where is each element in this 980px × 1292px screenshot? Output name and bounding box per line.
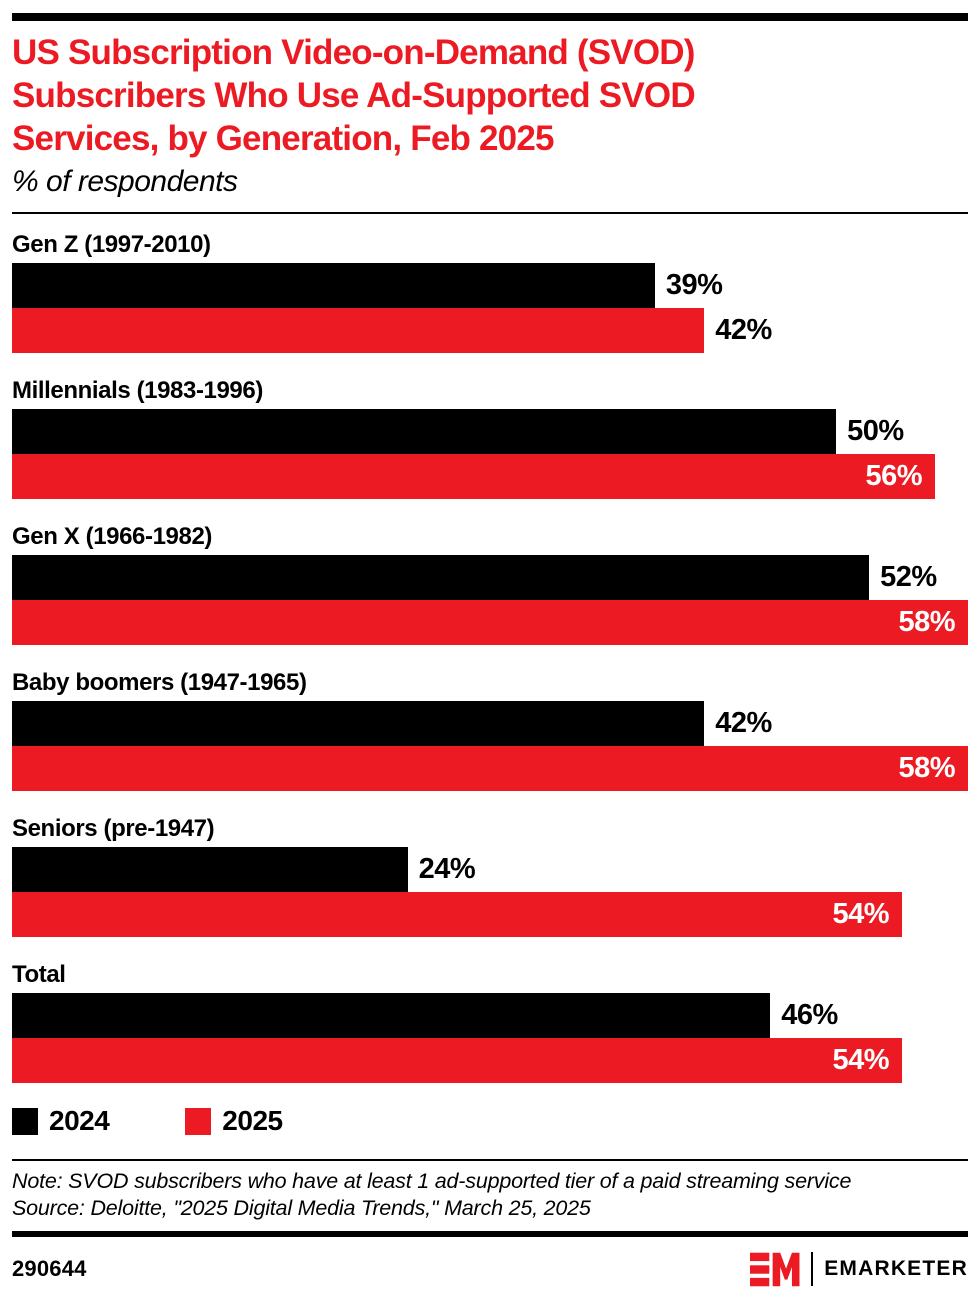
bar-2025-total: 54% [12,1038,903,1083]
bar-2025-baby-boomers-1947-1965: 58% [12,746,968,791]
bar-2024-gen-x-1966-1982: 52% [12,555,937,600]
emarketer-monogram-icon [750,1252,800,1286]
top-rule [12,13,968,21]
legend-item-2024: 2024 [12,1105,110,1137]
value-label: 58% [898,752,955,784]
footnotes: Note: SVOD subscribers who have at least… [12,1168,968,1222]
bar-2024-gen-z-1997-2010: 39% [12,263,723,308]
legend-label-2025: 2025 [222,1105,283,1136]
header-divider [12,212,968,214]
value-label: 39% [665,269,723,301]
bar-2025-seniors-pre-1947: 54% [12,892,903,937]
bar-2024-total: 46% [12,993,838,1038]
chart-area: Gen Z (1997-2010) 39% 42% Millennials (1… [12,231,968,1083]
category-label: Seniors (pre-1947) [12,815,215,842]
bar-2024-millennials-1983-1996: 50% [12,409,904,454]
legend-swatch-2024 [12,1107,38,1135]
category-label: Total [12,961,66,988]
bar-2025-gen-z-1997-2010: 42% [12,308,772,353]
bar-2025-gen-x-1966-1982: 58% [12,600,968,645]
page-title-line-2: Subscribers Who Use Ad-Supported SVOD [12,76,696,115]
legend-item-2025: 2025 [185,1105,283,1137]
brand-divider [811,1252,814,1286]
value-label: 42% [715,314,772,346]
value-label: 56% [865,460,923,492]
category-label: Millennials (1983-1996) [12,377,263,404]
note-text: Note: SVOD subscribers who have at least… [12,1169,852,1193]
value-label: 50% [847,415,904,447]
chart-subtitle: % of respondents [12,165,238,198]
value-label: 54% [832,898,890,930]
value-label: 24% [418,853,476,885]
value-label: 42% [715,707,772,739]
page-title: US Subscription Video-on-Demand (SVOD) S… [12,31,968,160]
legend-swatch-2025 [185,1107,212,1135]
legend: 2024 2025 [12,1105,968,1137]
chart-row: Gen Z (1997-2010) 39% 42% [12,231,968,353]
bar-2024-baby-boomers-1947-1965: 42% [12,701,772,746]
bar-2024-seniors-pre-1947: 24% [12,847,476,892]
legend-label-2024: 2024 [49,1105,110,1136]
footer-divider [12,1231,968,1237]
chart-row: Seniors (pre-1947) 24% 54% [12,815,968,937]
category-label: Gen Z (1997-2010) [12,231,211,258]
brand-logo: EMARKETER [750,1251,968,1288]
value-label: 54% [832,1044,890,1076]
chart-row: Total 46% 54% [12,961,968,1083]
value-label: 52% [880,561,937,593]
value-label: 58% [898,606,955,638]
category-label: Baby boomers (1947-1965) [12,669,307,696]
category-label: Gen X (1966-1982) [12,523,212,550]
brand-name: EMARKETER [824,1257,968,1280]
page-title-line-1: US Subscription Video-on-Demand (SVOD) [12,33,695,72]
chart-row: Gen X (1966-1982) 52% 58% [12,523,968,645]
chart-row: Baby boomers (1947-1965) 42% 58% [12,669,968,791]
bar-2025-millennials-1983-1996: 56% [12,454,936,499]
footer: 290644 EMARKETER [12,1246,968,1292]
chart-id: 290644 [12,1256,87,1281]
note-divider [12,1159,968,1161]
source-text: Source: Deloitte, "2025 Digital Media Tr… [12,1196,591,1220]
page-title-line-3: Services, by Generation, Feb 2025 [12,119,554,158]
chart-row: Millennials (1983-1996) 50% 56% [12,377,968,499]
value-label: 46% [781,999,838,1031]
